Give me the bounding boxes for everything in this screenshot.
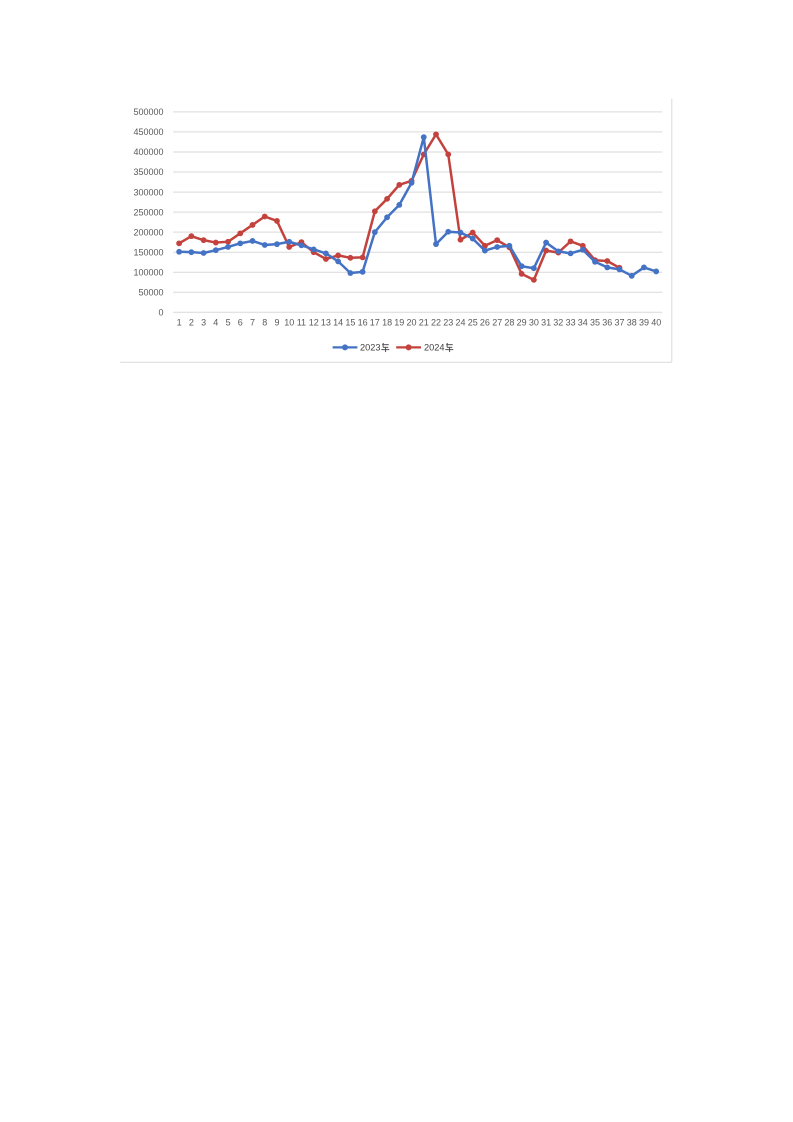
svg-text:9: 9	[274, 318, 279, 328]
svg-text:31: 31	[541, 318, 551, 328]
svg-text:33: 33	[566, 318, 576, 328]
svg-text:7: 7	[250, 318, 255, 328]
svg-text:38: 38	[627, 318, 637, 328]
svg-text:2024: 2024	[424, 343, 444, 353]
svg-text:3: 3	[201, 318, 206, 328]
svg-text:19: 19	[394, 318, 404, 328]
svg-text:28: 28	[504, 318, 514, 328]
svg-text:4: 4	[213, 318, 218, 328]
svg-text:2023: 2023	[360, 343, 380, 353]
svg-text:12: 12	[309, 318, 319, 328]
svg-text:21: 21	[419, 318, 429, 328]
svg-text:450000: 450000	[133, 127, 163, 137]
svg-text:23: 23	[443, 318, 453, 328]
svg-text:50000: 50000	[138, 288, 163, 298]
svg-text:13: 13	[321, 318, 331, 328]
svg-text:18: 18	[382, 318, 392, 328]
svg-text:34: 34	[578, 318, 588, 328]
svg-text:20: 20	[406, 318, 416, 328]
svg-text:500000: 500000	[133, 107, 163, 117]
svg-text:2: 2	[189, 318, 194, 328]
svg-text:24: 24	[455, 318, 465, 328]
svg-text:25: 25	[468, 318, 478, 328]
svg-text:250000: 250000	[133, 207, 163, 217]
svg-text:36: 36	[602, 318, 612, 328]
svg-text:1: 1	[177, 318, 182, 328]
svg-text:37: 37	[614, 318, 624, 328]
svg-text:150000: 150000	[133, 247, 163, 257]
svg-text:11: 11	[297, 318, 306, 328]
svg-text:400000: 400000	[133, 147, 163, 157]
svg-text:32: 32	[553, 318, 563, 328]
svg-text:26: 26	[480, 318, 490, 328]
svg-text:39: 39	[639, 318, 649, 328]
svg-text:5: 5	[226, 318, 231, 328]
svg-text:6: 6	[238, 318, 243, 328]
svg-text:8: 8	[262, 318, 267, 328]
svg-text:35: 35	[590, 318, 600, 328]
svg-text:17: 17	[370, 318, 380, 328]
svg-text:16: 16	[358, 318, 368, 328]
svg-text:15: 15	[345, 318, 355, 328]
svg-text:200000: 200000	[133, 227, 163, 237]
svg-text:27: 27	[492, 318, 502, 328]
svg-text:30: 30	[529, 318, 539, 328]
svg-text:10: 10	[284, 318, 294, 328]
svg-text:14: 14	[333, 318, 343, 328]
svg-text:0: 0	[158, 308, 163, 318]
svg-text:300000: 300000	[133, 187, 163, 197]
svg-text:22: 22	[431, 318, 441, 328]
svg-text:350000: 350000	[133, 167, 163, 177]
svg-text:40: 40	[651, 318, 661, 328]
svg-text:29: 29	[517, 318, 527, 328]
svg-text:100000: 100000	[133, 267, 163, 277]
